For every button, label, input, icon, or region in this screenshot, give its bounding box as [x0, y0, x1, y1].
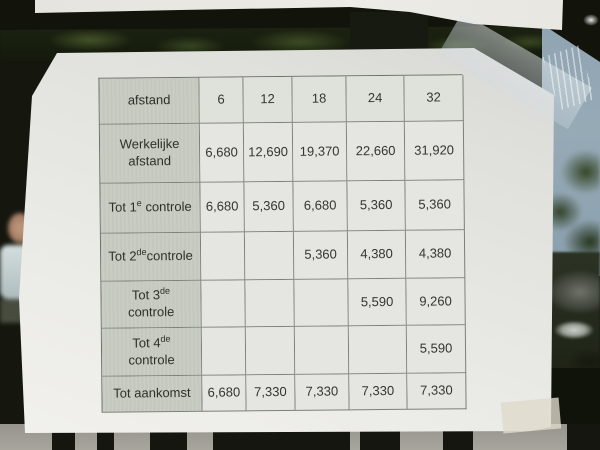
row-label-superscript: de — [159, 285, 171, 296]
row-label-text: Tot 2 — [108, 248, 137, 264]
row-label-suffix: controle — [127, 304, 175, 320]
table-cell — [294, 279, 349, 327]
table-cell: 31,920 — [404, 121, 465, 181]
table-cell: 4,380 — [405, 230, 466, 279]
row-label-suffix: controle — [141, 198, 192, 215]
row-label-text: Tot 1 — [108, 199, 137, 215]
table-cell: 7,330 — [349, 373, 408, 411]
table-cell: 7,330 — [295, 374, 350, 411]
table-cell: 5,360 — [405, 180, 465, 231]
header-distance-12: 12 — [243, 76, 293, 124]
row-label-superscript: de — [160, 333, 171, 344]
table-cell — [294, 326, 350, 375]
table-cell: 4,380 — [347, 230, 407, 280]
row-label-tot-4de-controle: Tot 4de controle — [101, 327, 203, 377]
row-label-tot-3de-controle: Tot 3de controle — [101, 280, 202, 329]
table-cell — [245, 279, 295, 328]
railing-bar — [567, 424, 600, 450]
table-cell: 6,680 — [200, 182, 245, 233]
header-afstand-text: afstand — [127, 92, 171, 108]
header-distance-24: 24 — [346, 75, 405, 123]
table-cell — [245, 326, 296, 376]
window-frame-mullion — [350, 12, 428, 56]
table-cell — [201, 327, 247, 376]
row-label-tot-1e-controle: Tot 1e controle — [100, 182, 201, 234]
row-label-text: Tot 4 — [132, 334, 161, 351]
table-cell: 19,370 — [292, 122, 348, 182]
table-cell: 22,660 — [346, 121, 406, 182]
tape-bottom-right-corner — [500, 397, 562, 434]
row-label-suffix: controle — [128, 351, 175, 367]
car-reflection — [546, 252, 600, 388]
row-label-text: Tot aankomst — [113, 384, 191, 401]
table-cell: 6,680 — [199, 123, 245, 183]
tape-crinkle — [583, 14, 599, 26]
header-distance-6: 6 — [199, 77, 244, 124]
distance-table: afstand 6 12 18 24 32 Werkelijke afstand… — [98, 74, 467, 413]
header-distance-32: 32 — [404, 75, 464, 122]
table-cell: 7,330 — [246, 374, 296, 412]
table-cell: 6,680 — [202, 375, 247, 412]
table-cell: 5,590 — [348, 278, 407, 327]
row-label-tot-aankomst: Tot aankomst — [102, 375, 203, 413]
table-cell — [244, 231, 295, 281]
row-label-text: Tot 3 — [131, 287, 161, 303]
header-afstand: afstand — [99, 77, 200, 125]
row-label-tot-2de-controle: Tot 2decontrole — [100, 232, 202, 282]
table-cell — [348, 325, 408, 375]
table-cell: 12,690 — [243, 122, 294, 183]
table-cell: 7,330 — [407, 373, 467, 410]
table-cell — [200, 232, 246, 281]
table-cell: 5,590 — [406, 325, 467, 374]
table-cell: 5,360 — [293, 231, 349, 280]
row-label-text: Werkelijke afstand — [119, 136, 180, 169]
row-label-werkelijke-afstand: Werkelijke afstand — [99, 123, 201, 184]
table-cell: 5,360 — [347, 180, 406, 232]
header-distance-18: 18 — [292, 76, 347, 123]
table-cell: 5,360 — [244, 181, 294, 233]
table-cell: 9,260 — [406, 278, 466, 326]
table-cell: 6,680 — [293, 181, 348, 232]
table-cell — [201, 280, 246, 328]
row-label-suffix: controle — [146, 247, 193, 264]
